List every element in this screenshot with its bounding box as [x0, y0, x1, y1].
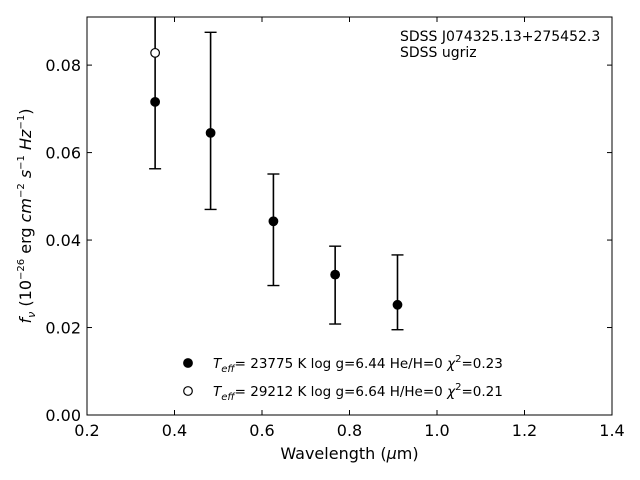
error-bar [391, 254, 404, 331]
error-bar [329, 245, 342, 325]
x-tick-label: 1.2 [512, 421, 537, 440]
y-tick-label: 0.04 [45, 231, 81, 250]
model-point-filled [268, 216, 279, 227]
error-bar [267, 173, 280, 287]
model-point-open [150, 47, 161, 58]
y-axis-label: fν (10−26 erg cm−2 s−1 Hz−1) [16, 109, 38, 324]
y-tick-label: 0.02 [45, 319, 81, 338]
model-point-filled [150, 96, 161, 107]
model-point-filled [330, 269, 341, 280]
model-point-filled [392, 299, 403, 310]
model-point-filled [205, 128, 216, 138]
x-tick-label: 1.0 [424, 421, 449, 440]
axes: 0.2 0.4 0.6 0.8 1.0 1.2 1.4 0.00 0.02 0.04 0.06 0.0… [45, 16, 625, 440]
legend-marker [183, 358, 193, 368]
chart-annotation: SDSS J074325.13+275452.3 [400, 29, 600, 45]
x-tick-label: 0.8 [337, 421, 362, 440]
x-tick-label: 0.6 [249, 421, 274, 440]
y-tick-label: 0.08 [45, 56, 81, 75]
axis-labels: Wavelength (μm) fν (10−26 erg cm−2 s−1 H… [16, 109, 419, 463]
legend: Teff= 23775 K log g=6.44 He/H=0 χ2=0.23 T… [183, 354, 503, 403]
plot-area [149, 17, 404, 331]
legend-entry: Teff= 23775 K log g=6.44 He/H=0 χ2=0.23 [213, 354, 503, 375]
y-tick-label: 0.06 [45, 144, 81, 163]
x-tick-label: 1.4 [599, 421, 624, 440]
x-axis-label: Wavelength (μm) [280, 444, 418, 463]
error-bar [204, 31, 217, 211]
x-tick-label: 0.2 [74, 421, 99, 440]
chart-annotation: SDSS ugriz [400, 45, 477, 61]
error-bar [149, 17, 162, 170]
legend-entry: Teff= 29212 K log g=6.64 H/He=0 χ2=0.21 [213, 382, 503, 403]
y-tick-label: 0.00 [45, 406, 81, 425]
x-tick-label: 0.4 [162, 421, 187, 440]
legend-marker [183, 386, 193, 396]
